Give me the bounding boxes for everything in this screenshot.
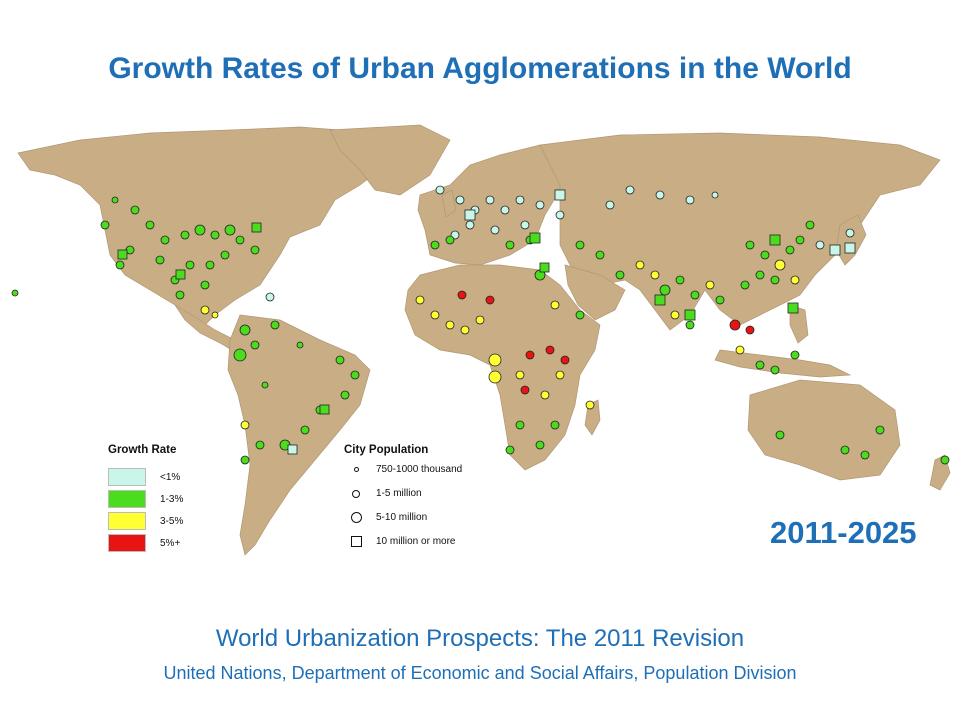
- medium-circle-icon: [352, 489, 360, 498]
- north-america: [17, 126, 401, 331]
- world-map: [11, 124, 951, 556]
- swatch-5plus: [108, 534, 146, 552]
- city-markers: [11, 185, 950, 465]
- population-item-10m-plus: 10 million or more: [344, 536, 455, 547]
- growth-rate-heading: Growth Rate: [108, 444, 177, 456]
- growth-item-1-3: 1-3%: [108, 490, 183, 508]
- period-label: 2011-2025: [770, 515, 917, 550]
- growth-label-lt1: <1%: [160, 471, 181, 483]
- indonesia: [714, 349, 852, 378]
- map-title: Growth Rates of Urban Agglomerations in …: [108, 52, 852, 85]
- growth-item-lt1: <1%: [108, 468, 180, 486]
- swatch-3-5: [108, 512, 146, 530]
- africa: [404, 264, 601, 471]
- growth-label-3-5: 3-5%: [160, 515, 184, 527]
- swatch-lt1: [108, 468, 146, 486]
- population-item-750k: 750-1000 thousand: [344, 464, 462, 475]
- growth-label-5plus: 5%+: [160, 537, 181, 549]
- population-item-1-5m: 1-5 million: [344, 488, 422, 499]
- population-label-5-10m: 5-10 million: [376, 512, 428, 523]
- growth-item-5plus: 5%+: [108, 534, 180, 552]
- small-circle-icon: [353, 467, 359, 472]
- large-circle-icon: [350, 512, 362, 523]
- swatch-1-3: [108, 490, 146, 508]
- population-label-10m-plus: 10 million or more: [376, 536, 456, 547]
- philippines: [789, 304, 809, 344]
- population-item-5-10m: 5-10 million: [344, 512, 427, 523]
- source-subtitle: United Nations, Department of Economic a…: [163, 663, 797, 683]
- population-label-1-5m: 1-5 million: [376, 488, 422, 499]
- growth-rate-legend: Growth Rate <1% 1-3% 3-5% 5%+: [108, 444, 278, 564]
- growth-label-1-3: 1-3%: [160, 493, 184, 505]
- uk: [441, 189, 457, 218]
- growth-item-3-5: 3-5%: [108, 512, 183, 530]
- source-title: World Urbanization Prospects: The 2011 R…: [215, 625, 745, 652]
- greenland: [329, 124, 451, 196]
- arabia: [564, 264, 626, 321]
- city-population-heading: City Population: [344, 444, 429, 456]
- city-population-legend: City Population 750-1000 thousand 1-5 mi…: [344, 444, 534, 564]
- population-label-750k: 750-1000 thousand: [376, 464, 463, 475]
- south-america: [227, 314, 371, 556]
- square-icon: [350, 536, 362, 547]
